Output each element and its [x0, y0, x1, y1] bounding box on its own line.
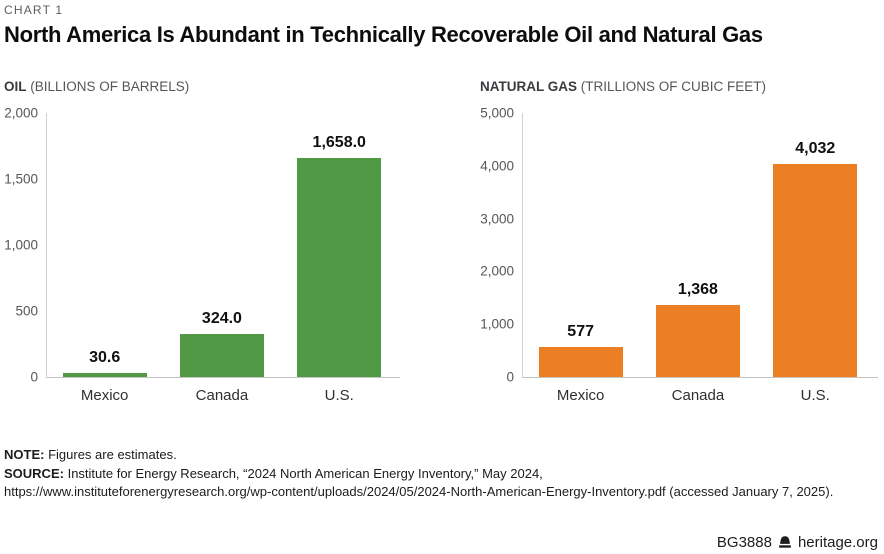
category-label-canada: Canada [671, 387, 725, 404]
notes-block: NOTE: Figures are estimates. SOURCE: Ins… [4, 446, 833, 502]
note-line: NOTE: Figures are estimates. [4, 446, 833, 465]
bar-canada [655, 304, 740, 377]
category-label-us: U.S. [800, 387, 830, 404]
liberty-bell-icon [779, 536, 791, 548]
gas-category-labels: Mexico Canada U.S. [480, 377, 880, 409]
y-tick-label: 0 [506, 369, 514, 385]
gas-x-axis-line [522, 377, 878, 378]
bar-value-label: 1,658.0 [312, 134, 366, 152]
note-text: Figures are estimates. [48, 447, 177, 462]
footer: BG3888 heritage.org [717, 534, 878, 551]
bar-canada [179, 334, 264, 377]
bar-value-label: 1,368 [677, 280, 718, 298]
y-tick-label: 5,000 [480, 105, 514, 121]
source-label: SOURCE: [4, 465, 64, 481]
gas-y-axis-line [522, 113, 523, 377]
y-tick-label: 1,500 [4, 171, 38, 187]
bar-mexico [62, 372, 147, 377]
charts-row: OIL (BILLIONS OF BARRELS) 0 500 1,000 1,500… [4, 78, 880, 409]
doc-id: BG3888 [716, 534, 772, 551]
source-text: Institute for Energy Research, “2024 Nor… [67, 465, 543, 481]
category-label-mexico: Mexico [556, 387, 605, 404]
bar-us [297, 158, 382, 377]
gas-chart-plot: 0 1,000 2,000 3,000 4,000 5,000 577 1,368 4,032 [480, 106, 880, 385]
bar-us [773, 164, 858, 377]
y-tick-label: 3,000 [480, 211, 514, 227]
bar-value-label: 577 [567, 322, 594, 340]
gas-chart-name: NATURAL GAS [480, 79, 577, 94]
bar-value-label: 324.0 [201, 310, 242, 328]
source-line: SOURCE: Institute for Energy Research, “… [4, 465, 833, 502]
gas-chart-panel: NATURAL GAS (TRILLIONS OF CUBIC FEET) 0 1… [480, 78, 880, 409]
chart-title: North America Is Abundant in Technically… [4, 22, 763, 47]
y-tick-label: 500 [15, 303, 38, 319]
bar-value-label: 30.6 [89, 348, 121, 366]
oil-chart-plot: 0 500 1,000 1,500 2,000 30.6 324.0 1,658.0 [4, 106, 440, 385]
note-label: NOTE: [4, 447, 45, 462]
chart-kicker: CHART 1 [4, 3, 64, 17]
y-tick-label: 0 [30, 369, 38, 385]
y-tick-label: 1,000 [4, 237, 38, 253]
category-label-us: U.S. [324, 387, 354, 404]
gas-chart-header: NATURAL GAS (TRILLIONS OF CUBIC FEET) [480, 78, 880, 95]
category-label-canada: Canada [195, 387, 249, 404]
site-url: heritage.org [797, 534, 878, 551]
bar-value-label: 4,032 [795, 140, 836, 158]
y-tick-label: 1,000 [480, 316, 514, 332]
y-tick-label: 2,000 [480, 263, 514, 279]
bar-mexico [538, 346, 623, 377]
oil-category-labels: Mexico Canada U.S. [4, 377, 440, 409]
oil-x-axis-line [46, 377, 400, 378]
y-tick-label: 2,000 [4, 105, 38, 121]
source-url: https://www.instituteforenergyresearch.o… [4, 484, 834, 499]
oil-chart-header: OIL (BILLIONS OF BARRELS) [4, 78, 440, 95]
oil-y-axis-line [46, 113, 47, 377]
oil-chart-panel: OIL (BILLIONS OF BARRELS) 0 500 1,000 1,500… [4, 78, 440, 409]
y-tick-label: 4,000 [480, 158, 514, 174]
oil-chart-unit: (BILLIONS OF BARRELS) [30, 79, 190, 94]
category-label-mexico: Mexico [80, 387, 129, 404]
oil-chart-name: OIL [4, 79, 27, 94]
gas-chart-unit: (TRILLIONS OF CUBIC FEET) [580, 79, 767, 94]
